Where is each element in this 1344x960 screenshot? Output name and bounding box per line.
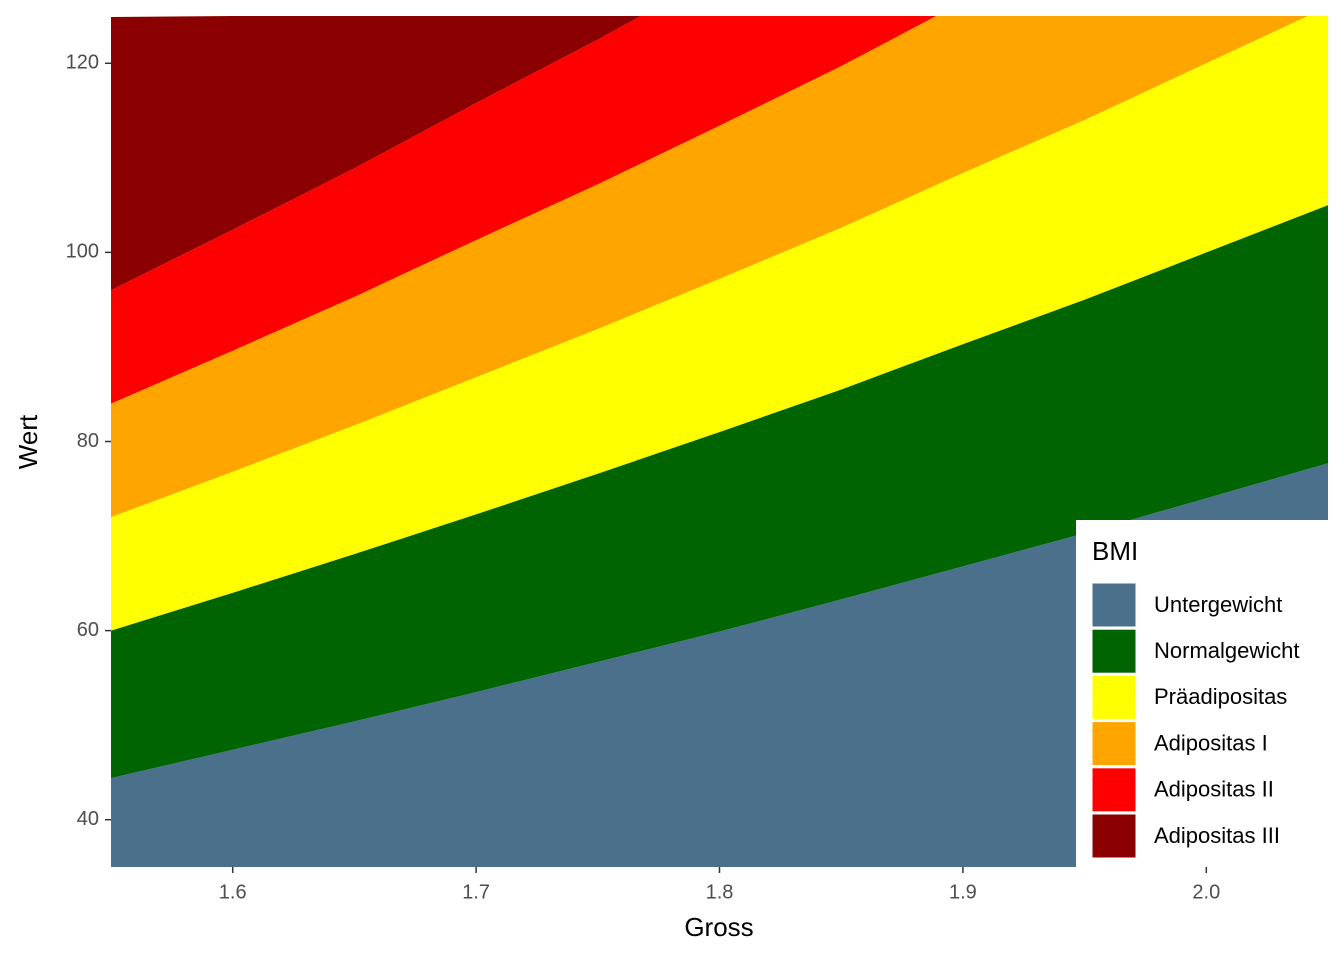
y-tick-label: 40 [77, 808, 99, 830]
x-tick-label: 1.9 [949, 881, 977, 903]
legend-label: Adipositas I [1154, 730, 1268, 755]
y-tick-label: 80 [77, 430, 99, 452]
y-tick-label: 60 [77, 619, 99, 641]
plot-area [111, 16, 1328, 867]
x-tick-label: 1.6 [219, 881, 247, 903]
area [111, 205, 1328, 779]
area [111, 16, 1328, 631]
legend-label: Adipositas II [1154, 777, 1274, 802]
area [111, 16, 641, 291]
legend-label: Präadipositas [1154, 684, 1287, 709]
area [111, 16, 1308, 518]
legend-title: BMI [1092, 536, 1138, 566]
y-tick-label: 120 [66, 52, 99, 74]
legend-key [1091, 628, 1137, 674]
legend-key [1091, 721, 1137, 767]
area [111, 463, 1328, 867]
legend-label: Untergewicht [1154, 592, 1282, 617]
x-tick-label: 1.8 [706, 881, 734, 903]
legend-key [1091, 767, 1137, 813]
y-tick-label: 100 [66, 241, 99, 263]
area [111, 16, 937, 404]
x-tick-label: 2.0 [1192, 881, 1220, 903]
x-tick-label: 1.7 [462, 881, 490, 903]
x-axis-title: Gross [684, 912, 753, 942]
y-axis-title: Wert [13, 414, 43, 469]
legend-label: Adipositas III [1154, 823, 1280, 848]
legend-label: Normalgewicht [1154, 638, 1300, 663]
legend-key [1091, 582, 1137, 628]
legend-key [1091, 674, 1137, 720]
legend-key [1091, 813, 1137, 859]
